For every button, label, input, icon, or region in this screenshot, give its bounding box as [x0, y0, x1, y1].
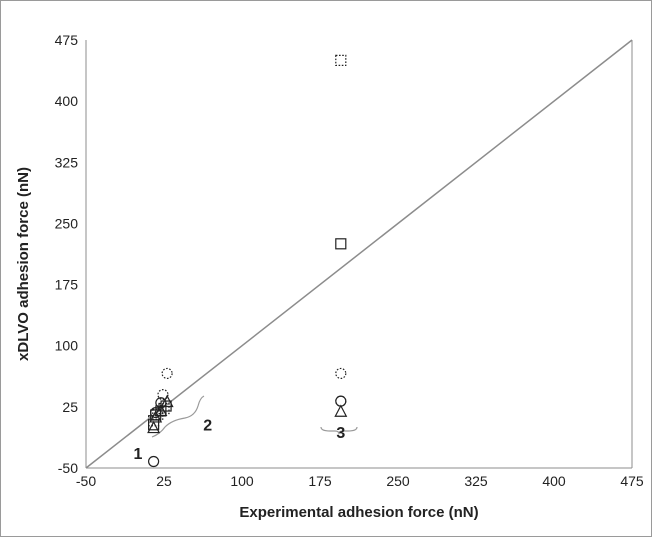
y-tick-label: 175: [55, 277, 79, 293]
x-tick-label: 175: [308, 473, 332, 489]
x-tick-label: 400: [542, 473, 566, 489]
brace-group-2: [151, 395, 205, 438]
group-label-3: 3: [336, 425, 345, 442]
circle-point: [161, 367, 173, 380]
triangle-point: [147, 420, 161, 434]
y-tick-label: -50: [58, 460, 78, 476]
y-tick-label: 25: [62, 399, 78, 415]
brace-group-3: [320, 426, 358, 435]
x-tick-label: -50: [76, 473, 96, 489]
tick-labels: -50 25 100 175 250 325 400 475 -50 25 100 175 250 325…: [55, 32, 644, 489]
y-tick-label: 475: [55, 32, 79, 48]
x-axis-title: Experimental adhesion force (nN): [239, 504, 478, 521]
x-tick-label: 325: [464, 473, 488, 489]
triangle-point: [160, 394, 174, 408]
circle-point: [157, 389, 169, 401]
y-tick-label: 100: [55, 338, 79, 354]
group-label-2: 2: [203, 417, 212, 434]
circle-point: [148, 455, 160, 468]
triangle-point: [334, 404, 348, 417]
y-axis-title: xDLVO adhesion force (nN): [15, 167, 32, 361]
square-point: [335, 238, 347, 250]
group-labels: 1 2 3: [134, 417, 346, 463]
data-points: [147, 54, 348, 468]
circle-point: [335, 367, 347, 380]
x-tick-label: 100: [230, 473, 254, 489]
group-label-1: 1: [134, 446, 143, 463]
reference-line: [85, 39, 633, 469]
x-tick-label: 25: [156, 473, 172, 489]
triangle-point: [154, 403, 168, 417]
axes: [85, 40, 633, 469]
x-tick-label: 475: [620, 473, 644, 489]
y-tick-label: 250: [55, 215, 79, 231]
y-tick-label: 325: [55, 154, 79, 170]
y-tick-label: 400: [55, 93, 79, 109]
triangle-point: [149, 410, 163, 423]
x-tick-label: 250: [386, 473, 410, 489]
group-braces: [151, 395, 358, 438]
